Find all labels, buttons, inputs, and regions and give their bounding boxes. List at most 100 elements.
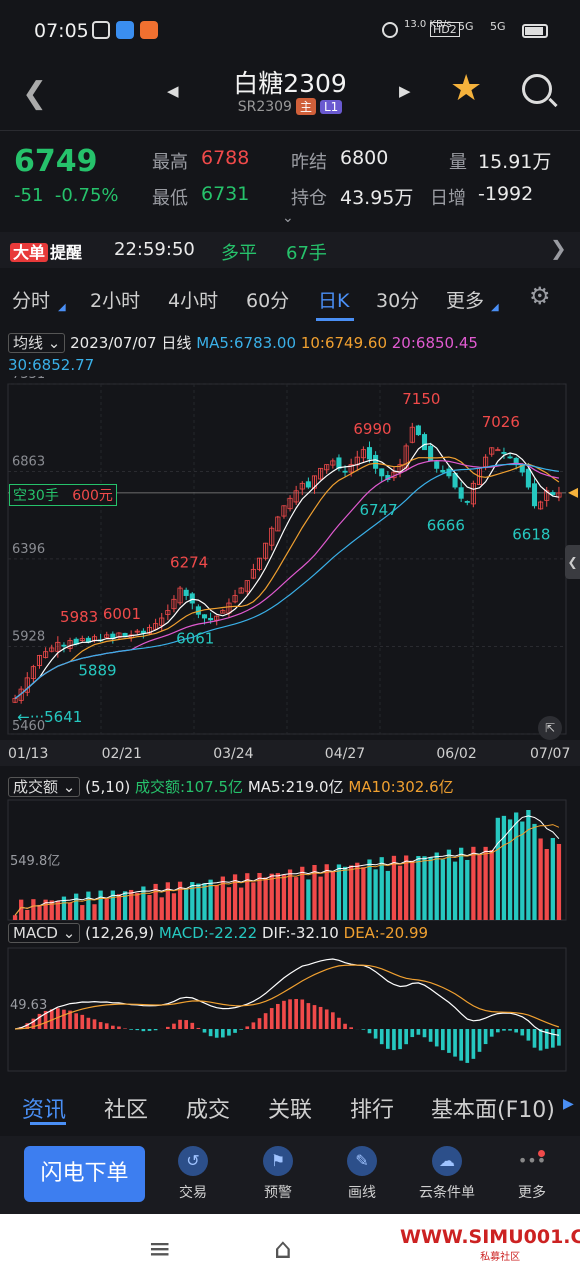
tab-30m[interactable]: 30分: [376, 290, 420, 312]
candle-body: [495, 449, 501, 452]
prev-value: 6800: [340, 147, 389, 169]
ma30-value: 30:6852.77: [8, 356, 95, 374]
candle-body: [531, 483, 538, 507]
vol-bar: [342, 866, 348, 920]
macd-lines: [14, 958, 560, 1036]
ma10-value: 10:6749.60: [300, 334, 387, 352]
vol-bar: [257, 872, 262, 920]
vol-bar: [220, 876, 225, 920]
cloud-label: 云条件单: [419, 1185, 475, 1201]
vol-bar: [196, 883, 201, 920]
macd-legend: MACD ⌄ (12,26,9) MACD:-22.22 DIF:-32.10 …: [8, 923, 428, 943]
dif-line: [14, 958, 560, 1036]
tab-community[interactable]: 社区: [104, 1098, 149, 1123]
kline-chart[interactable]: 7331 6863 6396 5928 5460 7150 6990 7026 6274 598…: [0, 376, 580, 1076]
vol-bar: [385, 870, 390, 920]
big-order-alert[interactable]: 大单 提醒 22:59:50 多平 67手 ❯: [0, 232, 580, 268]
price-annotation: 5889: [78, 662, 116, 680]
ma-selector[interactable]: 均线 ⌄: [8, 333, 66, 353]
next-contract-icon[interactable]: ▶: [399, 82, 411, 100]
candle-body: [116, 632, 122, 638]
chevron-right-icon[interactable]: ❯: [550, 236, 567, 260]
y-tick-labels: 7331 6863 6396 5928 5460: [12, 376, 45, 734]
position-marker[interactable]: 空30手 600元: [9, 484, 117, 506]
tab-4h[interactable]: 4小时: [168, 290, 219, 312]
tab-news[interactable]: 资讯: [22, 1098, 67, 1123]
vol-bar: [404, 855, 409, 920]
signal-icon-2: 5G: [490, 20, 506, 33]
candle-body: [43, 651, 49, 658]
vol-bar: [397, 865, 403, 920]
vol-ma-line: [14, 815, 560, 916]
vol-bar: [129, 889, 134, 920]
alert-badge-1: 大单: [10, 243, 49, 262]
vol-bar: [391, 855, 397, 920]
home-icon[interactable]: ⌂: [274, 1232, 292, 1265]
prev-label: 昨结: [291, 152, 327, 173]
vol-bar: [538, 838, 543, 920]
vol-bar: [141, 886, 146, 920]
last-price: 6749: [14, 144, 98, 179]
vol-selector[interactable]: 成交额 ⌄: [8, 777, 81, 797]
candle-body: [440, 469, 446, 473]
vol-bar: [330, 871, 335, 920]
cloud-order-button[interactable]: ☁ 云条件单: [412, 1146, 482, 1202]
alert-button[interactable]: ⚑ 预警: [243, 1146, 313, 1202]
tab-related[interactable]: 关联: [268, 1098, 313, 1123]
vol-bar: [25, 909, 30, 920]
back-icon[interactable]: ❮: [22, 76, 48, 111]
menu-icon[interactable]: ≡: [148, 1232, 172, 1265]
vol-panel-frame: [7, 799, 567, 921]
y-tick-label: 5928: [12, 629, 45, 644]
price-annotation: 5983: [60, 608, 98, 626]
vol-bar: [122, 891, 128, 920]
tab-more[interactable]: 更多: [446, 290, 485, 312]
price-annotation: 6274: [170, 554, 208, 572]
price-annotation: 6990: [353, 420, 391, 438]
tab-fundamentals[interactable]: 基本面(F10): [431, 1098, 555, 1123]
tab-2h[interactable]: 2小时: [90, 290, 141, 312]
side-panel-handle-icon[interactable]: ❮: [565, 545, 580, 579]
settings-gear-icon[interactable]: ⚙: [529, 282, 551, 310]
draw-button[interactable]: ✎ 画线: [327, 1146, 397, 1202]
search-icon[interactable]: [522, 74, 552, 104]
vol-bar: [208, 879, 213, 920]
prev-contract-icon[interactable]: ◀: [167, 82, 179, 100]
vol-bar: [86, 891, 91, 920]
tab-timeline[interactable]: 分时: [12, 290, 51, 312]
macd-selector[interactable]: MACD ⌄: [8, 923, 81, 943]
tabs-scroll-icon[interactable]: ▶: [563, 1096, 574, 1112]
expand-chevron-icon[interactable]: ⌄: [282, 210, 294, 226]
kline-legend: 均线 ⌄ 2023/07/07 日线 MA5:6783.00 10:6749.6…: [8, 332, 580, 353]
candle-body: [421, 434, 428, 451]
flash-order-button[interactable]: 闪电下单: [24, 1146, 145, 1202]
tab-60m[interactable]: 60分: [246, 290, 290, 312]
vol-bar: [92, 904, 97, 920]
vol-bar: [501, 815, 507, 920]
vol-bar: [159, 897, 164, 920]
vol-ma10: MA10:302.6亿: [348, 778, 454, 796]
candle-body: [360, 449, 366, 459]
more-button[interactable]: ••• 更多: [497, 1146, 567, 1202]
candle-body: [501, 452, 507, 454]
candle-body: [464, 501, 470, 503]
trade-button[interactable]: ↺ 交易: [158, 1146, 228, 1202]
battery-icon: [522, 24, 548, 38]
vol-bar: [428, 857, 433, 920]
vol-bar: [318, 876, 323, 920]
candle-body: [140, 630, 146, 634]
vol-bar: [294, 877, 299, 920]
candle-body: [544, 490, 550, 501]
x-axis-band: [0, 740, 580, 766]
candle-body: [238, 587, 244, 594]
candle-body: [189, 593, 195, 604]
star-icon[interactable]: ★: [450, 68, 483, 109]
alert-label: 预警: [264, 1185, 292, 1201]
tab-daily[interactable]: 日K: [318, 290, 350, 312]
tab-ranking[interactable]: 排行: [350, 1098, 395, 1123]
vol-bar: [452, 861, 458, 920]
fullscreen-icon[interactable]: ⇱: [538, 716, 562, 740]
tab-trades[interactable]: 成交: [186, 1098, 231, 1123]
price-annotation: 6666: [427, 516, 465, 534]
candle-body: [550, 492, 556, 495]
